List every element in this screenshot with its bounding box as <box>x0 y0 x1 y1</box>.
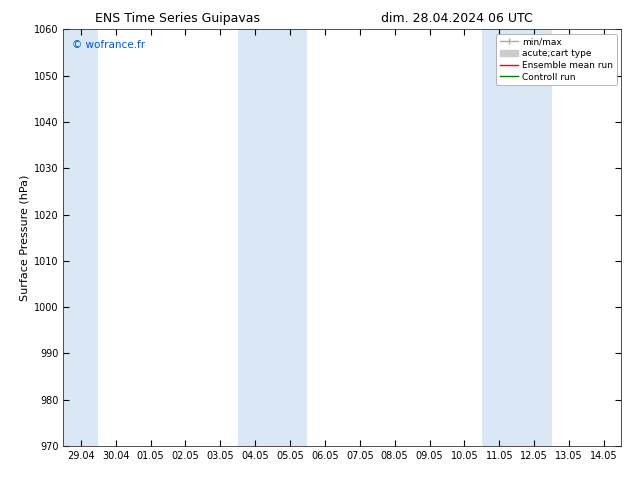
Text: dim. 28.04.2024 06 UTC: dim. 28.04.2024 06 UTC <box>380 12 533 25</box>
Bar <box>482 29 552 446</box>
Text: © wofrance.fr: © wofrance.fr <box>72 40 145 50</box>
Y-axis label: Surface Pressure (hPa): Surface Pressure (hPa) <box>20 174 30 301</box>
Legend: min/max, acute;cart type, Ensemble mean run, Controll run: min/max, acute;cart type, Ensemble mean … <box>496 34 617 85</box>
Bar <box>63 29 98 446</box>
Bar <box>238 29 307 446</box>
Text: ENS Time Series Guipavas: ENS Time Series Guipavas <box>95 12 260 25</box>
